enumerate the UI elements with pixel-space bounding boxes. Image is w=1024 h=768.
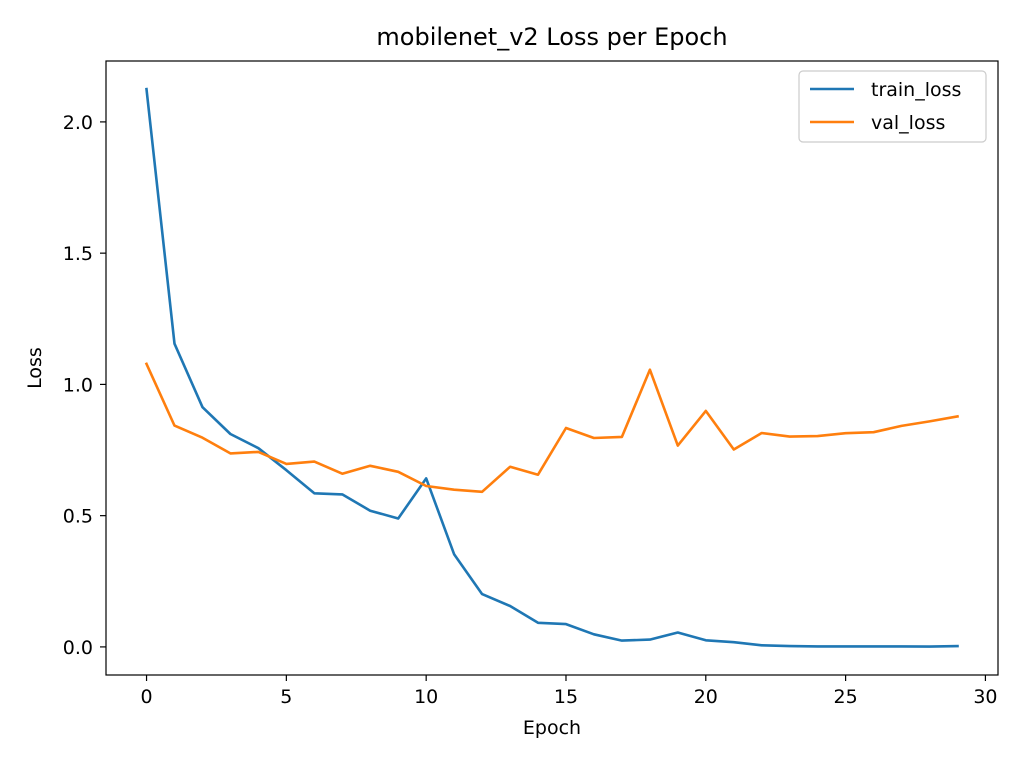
x-tick-label: 20	[694, 686, 718, 708]
x-tick-label: 10	[414, 686, 438, 708]
x-axis-label: Epoch	[523, 717, 581, 739]
series-line-train-loss	[145, 87, 959, 648]
legend-label-train-loss: train_loss	[871, 79, 961, 101]
x-tick-label: 5	[280, 686, 292, 708]
series-line-val-loss	[144, 362, 960, 494]
y-tick-label: 1.5	[63, 243, 93, 265]
x-tick-label: 30	[973, 686, 997, 708]
y-axis-label: Loss	[24, 347, 46, 389]
plot-area-frame	[105, 60, 999, 676]
x-tick-label: 0	[140, 686, 152, 708]
legend: train_loss val_loss	[798, 70, 987, 143]
series-lines	[144, 87, 960, 648]
y-tick-label: 1.0	[63, 374, 93, 396]
x-tick-label: 15	[554, 686, 578, 708]
x-axis: 0 5 10 15 20 25 30	[140, 675, 998, 708]
y-tick-label: 2.0	[63, 112, 93, 134]
x-tick-label: 25	[834, 686, 858, 708]
y-tick-label: 0.5	[63, 506, 93, 528]
y-axis: 0.0 0.5 1.0 1.5 2.0	[63, 112, 106, 659]
y-tick-label: 0.0	[63, 637, 93, 659]
chart-title: mobilenet_v2 Loss per Epoch	[376, 23, 727, 51]
legend-label-val-loss: val_loss	[871, 112, 945, 134]
